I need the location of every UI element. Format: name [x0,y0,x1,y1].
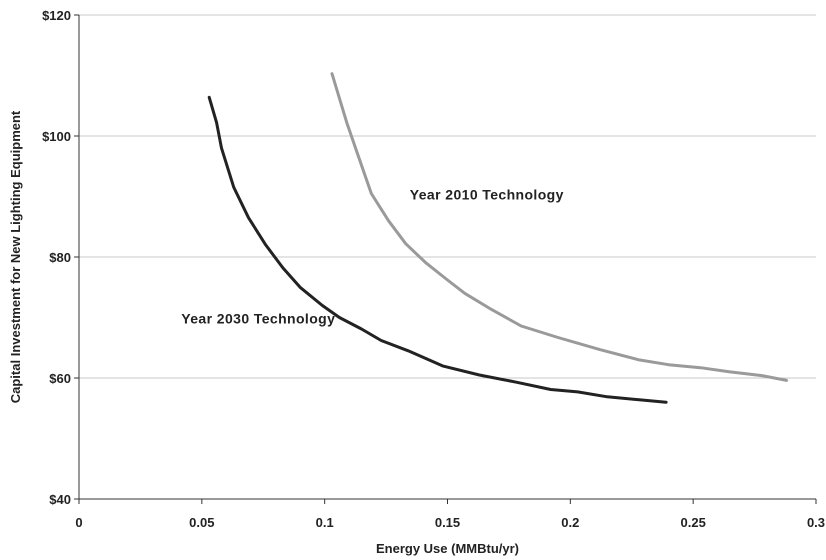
series-lines [207,72,788,404]
y-tick-label: $100 [42,129,71,144]
y-tick-label: $60 [49,371,71,386]
y-tick-label: $120 [42,8,71,23]
x-tick-label: 0.2 [561,515,579,530]
annotation-year-2030: Year 2030 Technology [181,311,335,327]
x-tick-label: 0.1 [316,515,334,530]
y-tick-label: $80 [49,250,71,265]
x-axis-title: Energy Use (MMBtu/yr) [376,541,519,556]
series-line-year-2030 [207,95,668,404]
x-tick-label: 0.15 [435,515,460,530]
x-tick-label: 0.3 [807,515,825,530]
series-annotations: Year 2010 Technology Year 2030 Technolog… [181,187,564,327]
y-axis-title: Capital Investment for New Lighting Equi… [8,110,23,403]
x-tick-label: 0 [75,515,82,530]
series-line-year-2010 [330,72,788,382]
gridlines [79,14,816,379]
x-tick-label: 0.25 [681,515,706,530]
y-tick-label: $40 [49,492,71,507]
annotation-year-2010: Year 2010 Technology [410,187,564,203]
x-tick-label: 0.05 [189,515,214,530]
axes: $40 $60 $80 $100 $120 0 0.05 0.1 0.15 0.2 0.25 0.3 [42,8,825,530]
